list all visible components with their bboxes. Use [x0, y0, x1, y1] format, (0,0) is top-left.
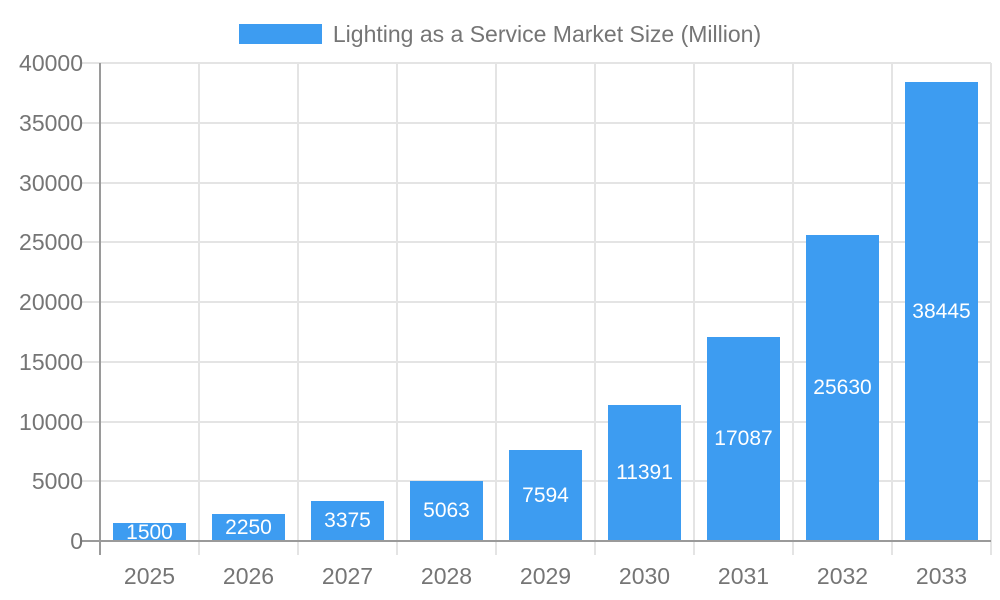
y-axis-tick-label: 25000: [19, 229, 83, 256]
bar-value-label: 11391: [616, 461, 673, 485]
y-axis-tick-label: 35000: [19, 109, 83, 136]
x-gridline: [198, 63, 200, 555]
bar-value-label: 3375: [324, 509, 371, 533]
y-gridline: [80, 62, 991, 64]
y-axis-tick-label: 10000: [19, 408, 83, 435]
bar[interactable]: 11391: [608, 404, 681, 541]
x-gridline: [396, 63, 398, 555]
x-gridline: [990, 63, 992, 555]
y-axis-tick-label: 5000: [31, 468, 83, 495]
x-axis-tick-label: 2033: [915, 563, 968, 589]
x-axis-tick-label: 2028: [420, 563, 473, 589]
legend-swatch-icon: [238, 24, 322, 44]
x-axis-tick-label: 2030: [618, 563, 671, 589]
x-gridline: [693, 63, 695, 555]
bar-value-label: 5063: [423, 499, 470, 523]
y-axis-tick-label: 20000: [19, 289, 83, 315]
bar[interactable]: 3375: [311, 500, 384, 541]
bar-value-label: 17087: [714, 427, 773, 451]
bar[interactable]: 1500: [113, 520, 186, 544]
x-axis-tick-label: 2032: [816, 563, 869, 589]
bar-value-label: 25630: [813, 376, 872, 400]
y-axis-tick-label: 30000: [19, 169, 83, 196]
bar-value-label: 38445: [912, 299, 971, 323]
bar-value-label: 7594: [522, 484, 569, 508]
x-axis-tick-label: 2029: [519, 563, 572, 589]
bar[interactable]: 38445: [905, 81, 978, 541]
legend[interactable]: Lighting as a Service Market Size (Milli…: [0, 20, 1000, 47]
bar[interactable]: 5063: [410, 480, 483, 541]
x-axis-tick-label: 2031: [717, 563, 770, 589]
y-axis-tick-label: 15000: [19, 348, 83, 375]
plot-area: 1500 2250 3375 5063 7594 11391 17087 25630 38445…: [19, 50, 992, 589]
bar[interactable]: 25630: [806, 234, 879, 541]
bar[interactable]: 17087: [707, 336, 780, 541]
x-gridline: [891, 63, 893, 555]
x-axis-line: [80, 540, 991, 542]
bar[interactable]: 2250: [212, 514, 285, 541]
x-axis-tick-label: 2025: [123, 563, 176, 589]
bar-value-label: 2250: [225, 516, 272, 540]
y-axis-tick-label: 0: [70, 528, 83, 554]
y-gridline: [80, 301, 991, 303]
x-axis-tick-label: 2027: [321, 563, 374, 589]
y-gridline: [80, 181, 991, 184]
x-axis-tick-label: 2026: [222, 563, 275, 589]
y-axis-tick-label: 40000: [19, 50, 83, 76]
bar-value-label: 1500: [126, 520, 173, 544]
y-gridline: [80, 121, 991, 124]
x-gridline: [594, 63, 596, 555]
x-gridline: [792, 63, 794, 555]
x-gridline: [495, 63, 497, 555]
y-gridline: [80, 360, 991, 363]
y-axis-line: [99, 63, 101, 555]
legend-label: Lighting as a Service Market Size (Milli…: [332, 20, 762, 47]
x-gridline: [297, 63, 299, 555]
bar[interactable]: 7594: [509, 450, 582, 541]
y-gridline: [80, 241, 991, 244]
y-gridline: [80, 420, 991, 423]
